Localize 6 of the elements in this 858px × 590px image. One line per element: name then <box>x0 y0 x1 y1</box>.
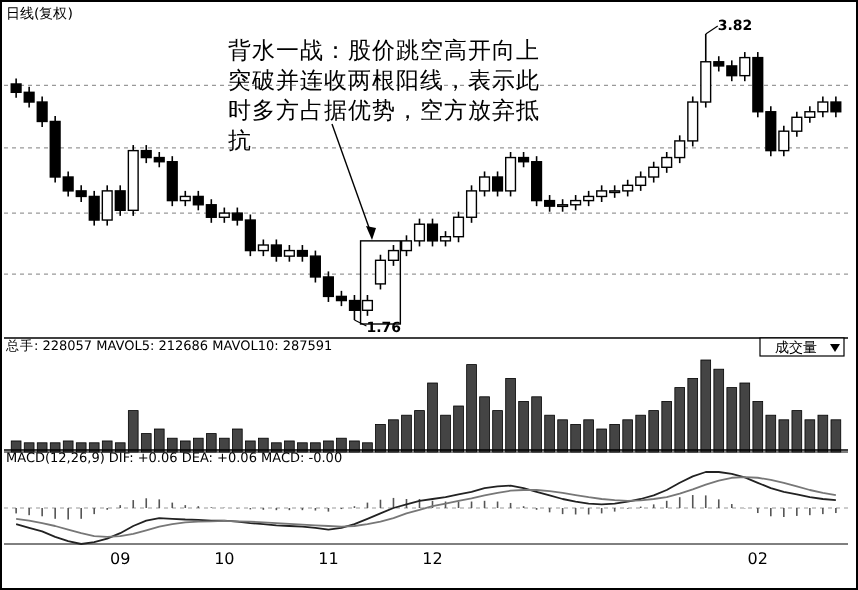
annotation: 背水一战：股价跳空高开向上突破并连收两根阳线，表示此时多方占据优势，空方放弃抵抗 <box>228 36 540 154</box>
x-tick-label: 09 <box>110 550 131 568</box>
x-tick-label: 10 <box>214 550 235 568</box>
x-tick-label: 02 <box>747 550 768 568</box>
x-tick-label: 11 <box>318 550 339 568</box>
x-tick-label: 12 <box>422 550 443 568</box>
